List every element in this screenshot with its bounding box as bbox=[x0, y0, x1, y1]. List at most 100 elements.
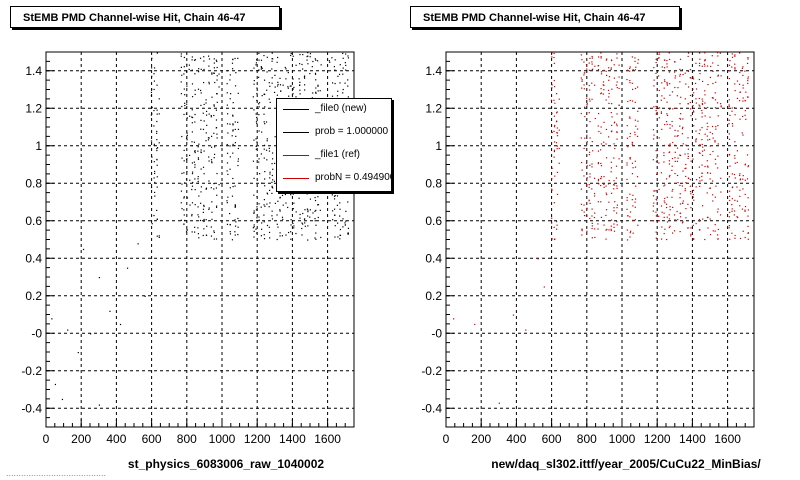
data-point bbox=[597, 112, 600, 115]
data-point bbox=[153, 161, 155, 163]
data-point bbox=[317, 90, 319, 92]
data-point bbox=[203, 220, 205, 223]
data-point bbox=[339, 215, 341, 217]
data-point bbox=[717, 238, 719, 240]
data-point bbox=[653, 190, 655, 192]
data-point bbox=[626, 164, 628, 166]
data-point bbox=[687, 70, 690, 73]
data-point bbox=[605, 214, 607, 217]
data-point bbox=[266, 159, 268, 161]
data-point bbox=[610, 171, 612, 173]
data-point bbox=[191, 59, 193, 61]
data-point bbox=[211, 201, 213, 203]
data-point bbox=[208, 208, 210, 211]
data-point bbox=[660, 99, 662, 101]
data-point bbox=[216, 172, 218, 175]
data-point bbox=[706, 128, 708, 130]
data-point bbox=[153, 67, 156, 69]
data-point bbox=[277, 226, 279, 228]
data-point bbox=[714, 140, 716, 142]
data-point bbox=[317, 84, 319, 86]
data-point bbox=[731, 203, 733, 206]
data-point bbox=[712, 137, 714, 139]
x-axis-label-right: new/daq_sl302.ittf/year_2005/CuCu22_MinB… bbox=[491, 457, 761, 471]
data-point bbox=[685, 208, 687, 210]
data-point bbox=[216, 66, 218, 69]
data-point bbox=[679, 103, 681, 105]
data-point bbox=[581, 169, 583, 171]
data-point bbox=[608, 67, 610, 69]
data-point bbox=[581, 209, 583, 211]
data-point bbox=[551, 222, 553, 224]
data-point bbox=[314, 220, 316, 222]
data-point bbox=[687, 55, 689, 58]
data-point bbox=[253, 67, 255, 69]
data-point bbox=[153, 214, 155, 217]
data-point bbox=[655, 107, 657, 110]
data-point bbox=[600, 71, 603, 73]
data-point bbox=[183, 66, 185, 68]
data-point bbox=[709, 116, 711, 118]
data-point bbox=[156, 130, 158, 132]
data-point bbox=[315, 238, 317, 240]
data-point bbox=[744, 114, 746, 116]
data-point bbox=[695, 102, 697, 104]
data-point bbox=[553, 226, 555, 228]
data-point bbox=[556, 148, 558, 150]
data-point bbox=[588, 186, 590, 188]
data-point bbox=[309, 216, 311, 218]
plot-frame bbox=[445, 51, 755, 428]
data-point bbox=[658, 188, 660, 191]
data-point bbox=[703, 63, 706, 65]
data-point bbox=[199, 57, 202, 59]
data-point bbox=[664, 80, 666, 83]
data-point bbox=[208, 180, 210, 182]
data-point bbox=[586, 100, 588, 102]
data-point bbox=[556, 224, 558, 226]
data-point bbox=[255, 148, 257, 150]
data-point bbox=[156, 235, 158, 237]
y-tick-label: -0.4 bbox=[421, 401, 442, 415]
data-point bbox=[734, 68, 736, 70]
data-point bbox=[616, 125, 618, 127]
data-point bbox=[186, 158, 188, 161]
data-point bbox=[616, 131, 618, 133]
data-point bbox=[663, 152, 665, 154]
data-point bbox=[311, 66, 313, 68]
data-point bbox=[653, 138, 655, 140]
data-point bbox=[271, 186, 273, 189]
data-point bbox=[319, 209, 321, 211]
data-point bbox=[714, 107, 717, 109]
data-point bbox=[747, 78, 749, 80]
data-point bbox=[695, 139, 697, 141]
data-point bbox=[345, 53, 347, 55]
data-point bbox=[180, 219, 182, 221]
data-point bbox=[216, 101, 218, 103]
data-point bbox=[679, 154, 681, 156]
data-point bbox=[213, 153, 216, 156]
data-point bbox=[290, 219, 292, 221]
data-point bbox=[666, 59, 668, 62]
data-point bbox=[205, 110, 208, 113]
data-point bbox=[186, 134, 188, 136]
data-point bbox=[583, 72, 585, 74]
data-point bbox=[720, 105, 722, 107]
data-point bbox=[551, 84, 553, 86]
data-point bbox=[676, 147, 679, 149]
data-point bbox=[336, 95, 339, 97]
data-point bbox=[216, 137, 218, 139]
data-point bbox=[634, 60, 636, 63]
data-point bbox=[347, 233, 349, 235]
data-point bbox=[695, 222, 697, 225]
data-point bbox=[289, 85, 291, 87]
data-point bbox=[203, 204, 205, 206]
chart-title-right: StEMB PMD Channel-wise Hit, Chain 46-47 bbox=[410, 6, 680, 28]
x-tick-label: 200 bbox=[71, 432, 91, 446]
data-point bbox=[339, 238, 341, 240]
data-point bbox=[745, 91, 747, 93]
data-point bbox=[234, 231, 236, 233]
data-point bbox=[332, 82, 334, 84]
data-point bbox=[237, 92, 239, 94]
data-point bbox=[311, 97, 313, 99]
